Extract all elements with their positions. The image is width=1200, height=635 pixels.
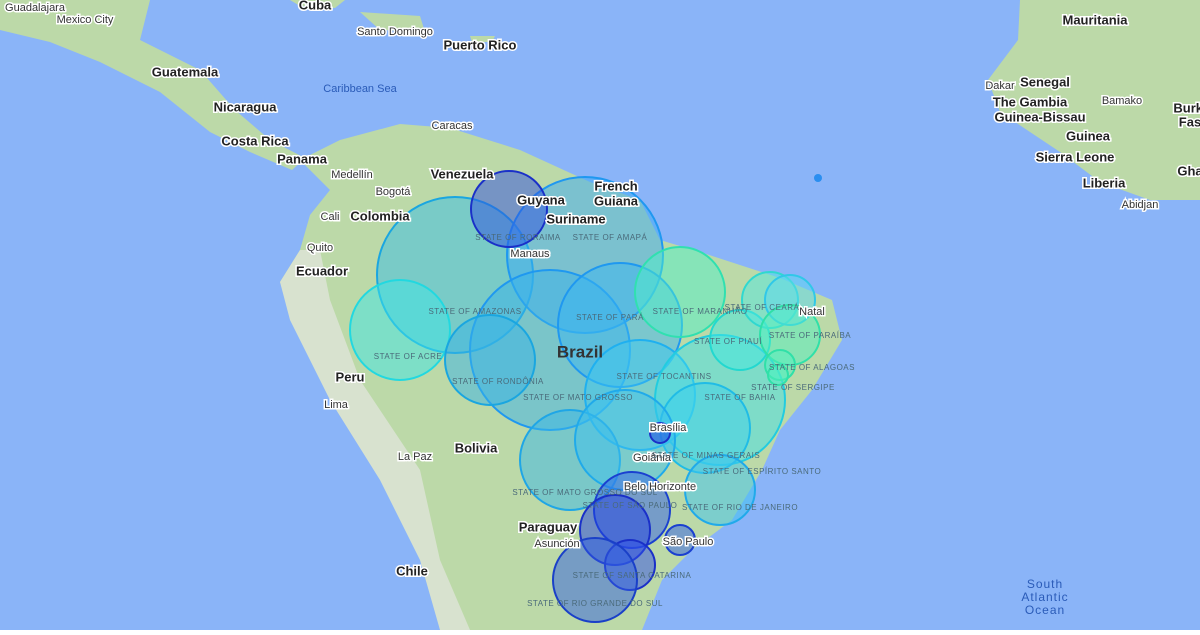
place-label: Peru [336, 369, 365, 384]
place-label: STATE OF ALAGOAS [769, 363, 855, 372]
place-label: Quito [307, 242, 333, 254]
place-label: Dakar [985, 80, 1015, 92]
place-label: STATE OF SANTA CATARINA [573, 571, 692, 580]
place-label: Gha [1177, 163, 1200, 178]
place-label: Atlantic [1021, 590, 1068, 604]
place-label: Venezuela [431, 166, 495, 181]
place-label: Mexico City [57, 14, 114, 26]
place-label: STATE OF MATO GROSSO [523, 393, 633, 402]
bubbles [349, 170, 822, 623]
place-label: Mauritania [1062, 12, 1128, 27]
place-label: Bolivia [455, 440, 498, 455]
place-label: STATE OF MARANHÃO [653, 307, 748, 316]
place-label: São Paulo [663, 536, 714, 548]
place-label: STATE OF AMAPÁ [573, 233, 648, 242]
place-label: Asunción [534, 538, 579, 550]
place-label: La Paz [398, 451, 432, 463]
place-label: Goiânia [633, 452, 672, 464]
place-label: Caribbean Sea [323, 83, 397, 95]
place-label: Natal [799, 306, 825, 318]
place-label: STATE OF ACRE [374, 352, 442, 361]
place-label: Costa Rica [221, 133, 289, 148]
place-label: Colombia [350, 208, 410, 223]
place-label: Sierra Leone [1036, 149, 1115, 164]
place-label: STATE OF RORAIMA [475, 233, 561, 242]
place-label: STATE OF SÃO PAULO [583, 501, 678, 510]
place-label: Suriname [546, 211, 605, 226]
place-label: The Gambia [993, 94, 1068, 109]
place-label: Cali [321, 211, 340, 223]
place-label: Guinea [1066, 128, 1111, 143]
place-label: South [1027, 577, 1063, 591]
place-label: Senegal [1020, 74, 1070, 89]
place-label: STATE OF ESPÍRITO SANTO [703, 467, 821, 476]
place-label: French [594, 178, 637, 193]
place-label: Medellín [331, 169, 373, 181]
place-label: Chile [396, 563, 428, 578]
place-label: Ocean [1025, 603, 1065, 617]
place-label: Nicaragua [214, 99, 278, 114]
place-label: Manaus [510, 248, 550, 260]
place-label: STATE OF PIAUÍ [694, 337, 762, 346]
place-label: Guinea-Bissau [994, 109, 1085, 124]
place-label: Cuba [299, 0, 332, 12]
place-label: STATE OF AMAZONAS [428, 307, 521, 316]
place-label: Brasília [650, 422, 688, 434]
place-label: Guadalajara [5, 2, 66, 14]
place-label: STATE OF SERGIPE [751, 383, 835, 392]
place-label: Guatemala [152, 64, 219, 79]
place-label: Ecuador [296, 263, 348, 278]
place-label: STATE OF TOCANTINS [616, 372, 711, 381]
place-label: Paraguay [519, 519, 578, 534]
place-label: Caracas [432, 120, 473, 132]
place-label: STATE OF MATO GROSSO DO SUL [512, 488, 657, 497]
place-label: Liberia [1083, 175, 1126, 190]
place-label: STATE OF PARAÍBA [769, 331, 851, 340]
place-label: Bamako [1102, 95, 1142, 107]
place-label: Panama [277, 151, 328, 166]
place-label: Santo Domingo [357, 26, 433, 38]
place-label: Brazil [557, 342, 603, 361]
place-label: STATE OF CEARÁ [725, 303, 800, 312]
place-label: Bogotá [376, 186, 412, 198]
place-label: STATE OF RIO DE JANEIRO [682, 503, 798, 512]
andes [280, 250, 470, 630]
place-label: Puerto Rico [444, 37, 517, 52]
place-label: Burki [1173, 100, 1200, 115]
place-label: Belo Horizonte [624, 481, 696, 493]
place-label: Lima [324, 399, 349, 411]
place-label: Guiana [594, 193, 639, 208]
place-label: Fas [1179, 114, 1200, 129]
place-label: STATE OF PARÁ [576, 313, 644, 322]
place-label: Abidjan [1122, 199, 1159, 211]
place-label: STATE OF RONDÔNIA [452, 377, 544, 386]
place-label: STATE OF RIO GRANDE DO SUL [527, 599, 663, 608]
place-label: STATE OF BAHIA [704, 393, 775, 402]
place-label: Guyana [517, 192, 565, 207]
place-label: STATE OF MINAS GERAIS [652, 451, 760, 460]
